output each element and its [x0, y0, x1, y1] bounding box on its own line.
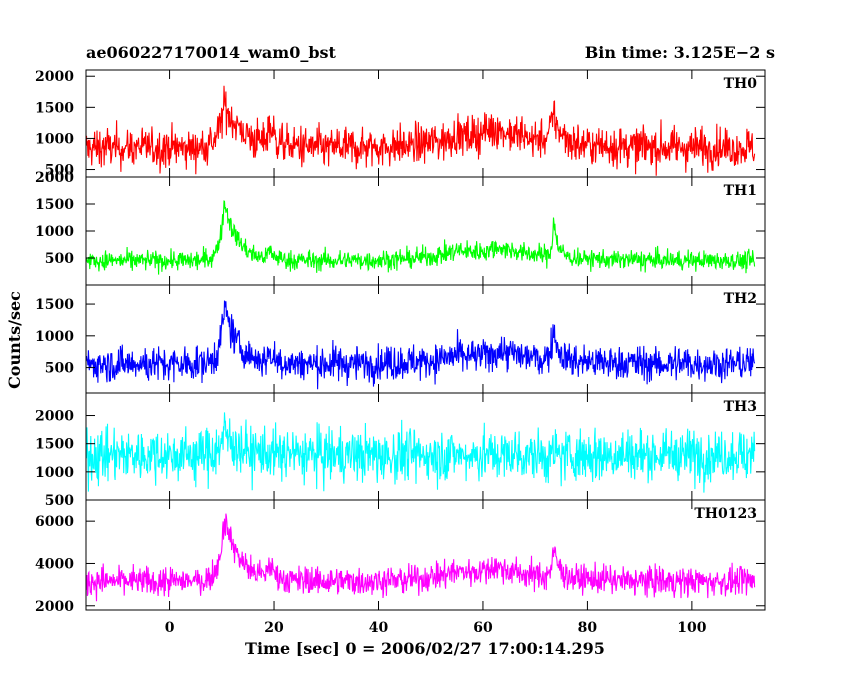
panel-th3: 500 1000 1500 2000 TH3 — [35, 392, 766, 509]
panel-th0123: 2000 4000 6000 TH0123 — [35, 499, 766, 615]
y-tick-label: 2000 — [35, 599, 74, 615]
panel-label: TH2 — [724, 291, 757, 307]
y-tick-label: 1000 — [35, 224, 74, 240]
y-tick-label: 500 — [45, 361, 74, 377]
x-tick-label: 40 — [369, 620, 389, 636]
panel-label: TH1 — [724, 183, 757, 199]
x-tick-label: 20 — [264, 620, 284, 636]
y-tick-label: 1500 — [35, 297, 74, 313]
panel-th2: 500 1000 1500 TH2 — [35, 284, 766, 394]
y-tick-label: 500 — [45, 163, 74, 179]
panel-frame — [85, 176, 766, 286]
x-tick-label: 80 — [578, 620, 598, 636]
x-tick-label: 60 — [473, 620, 493, 636]
x-tick-label: 100 — [677, 620, 706, 636]
y-tick-label: 1500 — [35, 197, 74, 213]
panel-th1: 500 1000 1500 2000 TH1 — [35, 170, 766, 286]
y-tick-label: 1500 — [35, 437, 74, 453]
series-line-th2 — [86, 300, 756, 390]
y-axis-label: Counts/sec — [5, 291, 24, 389]
x-axis-label: Time [sec] 0 = 2006/02/27 17:00:14.295 — [245, 639, 605, 658]
y-tick-label: 500 — [45, 493, 74, 509]
y-tick-label: 1000 — [35, 131, 74, 147]
panel-label: TH0123 — [694, 506, 757, 522]
series-line-th1 — [86, 200, 756, 275]
y-tick-label: 2000 — [35, 69, 74, 85]
panel-th0: 500 1000 1500 2000 TH0 — [35, 69, 766, 179]
series-line-th0 — [86, 85, 756, 176]
x-tick-label: 0 — [165, 620, 175, 636]
y-tick-label: 500 — [45, 251, 74, 267]
y-tick-label: 1000 — [35, 329, 74, 345]
chart-subtitle: Bin time: 3.125E−2 s — [585, 43, 775, 62]
y-tick-label: 1000 — [35, 465, 74, 481]
y-tick-label: 2000 — [35, 170, 74, 186]
y-tick-label: 6000 — [35, 514, 74, 530]
series-line-th0123 — [86, 513, 756, 602]
y-tick-label: 1500 — [35, 100, 74, 116]
panel-frame — [85, 499, 766, 611]
panel-label: TH3 — [724, 399, 757, 415]
series-line-th3 — [86, 412, 756, 493]
panel-frame — [85, 69, 766, 178]
y-tick-label: 4000 — [35, 556, 74, 572]
chart-title: ae060227170014_wam0_bst — [86, 43, 337, 62]
panel-label: TH0 — [724, 76, 758, 92]
y-tick-label: 2000 — [35, 409, 74, 425]
